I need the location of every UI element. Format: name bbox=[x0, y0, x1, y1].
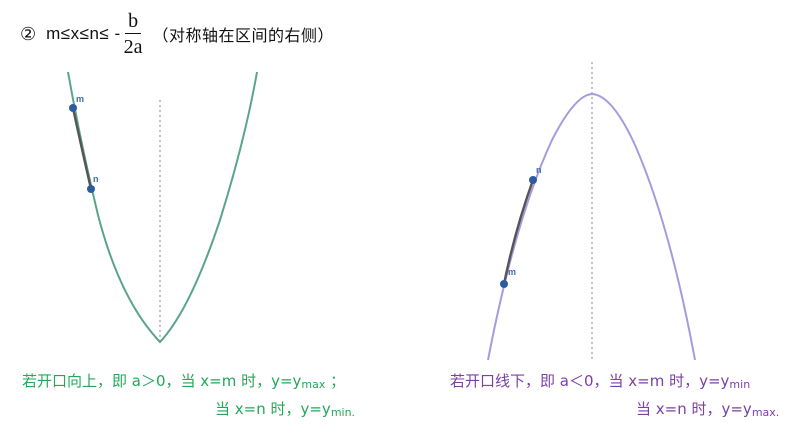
left-caption-line1-text: 若开口向上，即 a＞0，当 x=m 时，y=y bbox=[22, 372, 302, 390]
right-caption-line2-sub: max. bbox=[751, 406, 780, 419]
left-point-n bbox=[87, 185, 95, 193]
right-caption-line1-text: 若开口线下，即 a＜0，当 x=m 时，y=y bbox=[450, 372, 730, 390]
right-interval-segment bbox=[502, 179, 535, 285]
right-caption-line1: 若开口线下，即 a＜0，当 x=m 时，y=ymin bbox=[450, 370, 750, 391]
left-point-m bbox=[69, 104, 77, 112]
left-caption-line1-sub: max bbox=[301, 378, 326, 391]
right-point-m-label: m bbox=[508, 267, 516, 277]
left-point-n-label: n bbox=[93, 174, 99, 184]
right-caption-line1-sub: min bbox=[729, 378, 751, 391]
right-graph: m n bbox=[487, 62, 696, 361]
fraction-denominator: 2a bbox=[123, 36, 143, 58]
left-caption-line1: 若开口向上，即 a＞0，当 x=m 时，y=ymax ； bbox=[22, 370, 345, 391]
right-point-n-label: n bbox=[536, 165, 542, 175]
left-caption-line2: 当 x=n 时，y=ymin. bbox=[215, 398, 355, 419]
axis-fraction: b 2a bbox=[124, 11, 143, 57]
left-parabola-curve bbox=[67, 71, 258, 344]
right-caption-line2: 当 x=n 时，y=ymax. bbox=[636, 398, 779, 419]
item-number: ② bbox=[20, 23, 37, 45]
left-caption-line1-suffix: ； bbox=[325, 372, 346, 390]
left-caption-line2-sub: min. bbox=[330, 406, 356, 419]
left-graph: m n bbox=[67, 71, 258, 344]
header-formula: ② m≤x≤n≤ - b 2a （对称轴在区间的右侧） bbox=[20, 11, 335, 57]
right-parabola-curve bbox=[487, 92, 696, 361]
fraction-numerator: b bbox=[125, 11, 142, 34]
header-note: （对称轴在区间的右侧） bbox=[152, 26, 335, 45]
left-interval-segment bbox=[71, 107, 93, 190]
left-point-m-label: m bbox=[76, 94, 84, 104]
interval-condition: m≤x≤n≤ - bbox=[46, 24, 121, 43]
right-point-n bbox=[529, 176, 537, 184]
right-point-m bbox=[500, 280, 508, 288]
right-caption-line2-text: 当 x=n 时，y=y bbox=[636, 400, 752, 418]
left-caption-line2-text: 当 x=n 时，y=y bbox=[215, 400, 331, 418]
